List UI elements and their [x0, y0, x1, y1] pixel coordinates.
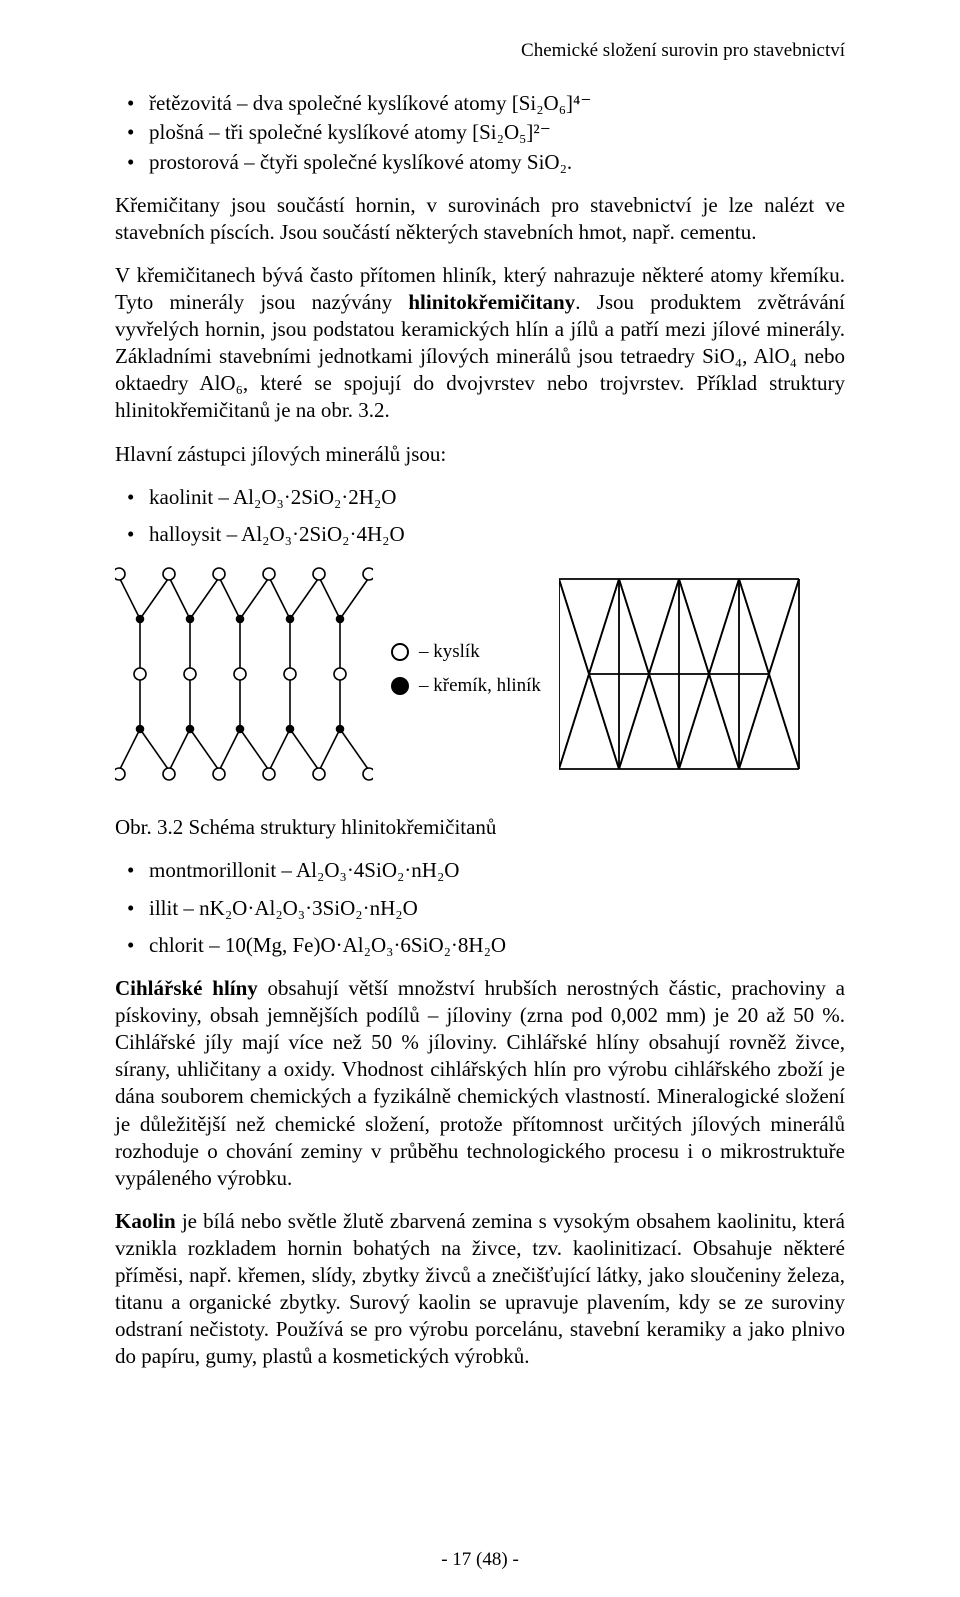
paragraph: Cihlářské hlíny obsahují větší množství …	[115, 975, 845, 1192]
paragraph: Hlavní zástupci jílových minerálů jsou:	[115, 441, 845, 468]
list-item: prostorová – čtyři společné kyslíkové at…	[149, 149, 845, 176]
text-run: obsahují větší množství hrubších nerostn…	[115, 976, 845, 1190]
legend-label: – křemík, hliník	[419, 675, 541, 697]
page: Chemické složení surovin pro stavebnictv…	[0, 0, 960, 1597]
figure-legend: – kyslík – křemík, hliník	[391, 641, 541, 709]
filled-circle-icon	[391, 677, 409, 695]
mineral-list-top: kaolinit – Al₂O₃·2SiO₂·2H₂O halloysit – …	[115, 484, 845, 549]
list-item: halloysit – Al₂O₃·2SiO₂·4H₂O	[149, 521, 845, 548]
legend-row-oxygen: – kyslík	[391, 641, 541, 663]
text-run: je bílá nebo světle žlutě zbarvená zemin…	[115, 1209, 845, 1368]
bold-term: Kaolin	[115, 1209, 176, 1233]
figure-3-2: – kyslík – křemík, hliník	[115, 564, 845, 786]
list-item: illit – nK₂O·Al₂O₃·3SiO₂·nH₂O	[149, 895, 845, 922]
figure-caption: Obr. 3.2 Schéma struktury hlinitokřemiči…	[115, 814, 845, 841]
running-header: Chemické složení surovin pro stavebnictv…	[115, 40, 845, 62]
list-item: montmorillonit – Al₂O₃·4SiO₂·nH₂O	[149, 857, 845, 884]
page-number: - 17 (48) -	[0, 1549, 960, 1571]
paragraph: V křemičitanech bývá často přítomen hlin…	[115, 262, 845, 424]
tetrahedral-sheet-diagram	[115, 564, 373, 786]
bold-term: Cihlářské hlíny	[115, 976, 258, 1000]
bold-term: hlinitokřemičitany	[408, 290, 575, 314]
paragraph: Křemičitany jsou součástí hornin, v suro…	[115, 192, 845, 246]
octahedral-sheet-diagram	[559, 569, 805, 781]
paragraph: Kaolin je bílá nebo světle žlutě zbarven…	[115, 1208, 845, 1370]
list-item: chlorit – 10(Mg, Fe)O·Al₂O₃·6SiO₂·8H₂O	[149, 932, 845, 959]
legend-label: – kyslík	[419, 641, 480, 663]
open-circle-icon	[391, 643, 409, 661]
list-item: plošná – tři společné kyslíkové atomy [S…	[149, 119, 845, 146]
mineral-list-bottom: montmorillonit – Al₂O₃·4SiO₂·nH₂O illit …	[115, 857, 845, 959]
legend-row-silicon: – křemík, hliník	[391, 675, 541, 697]
list-item: kaolinit – Al₂O₃·2SiO₂·2H₂O	[149, 484, 845, 511]
top-bullet-list: řetězovitá – dva společné kyslíkové atom…	[115, 90, 845, 176]
list-item: řetězovitá – dva společné kyslíkové atom…	[149, 90, 845, 117]
